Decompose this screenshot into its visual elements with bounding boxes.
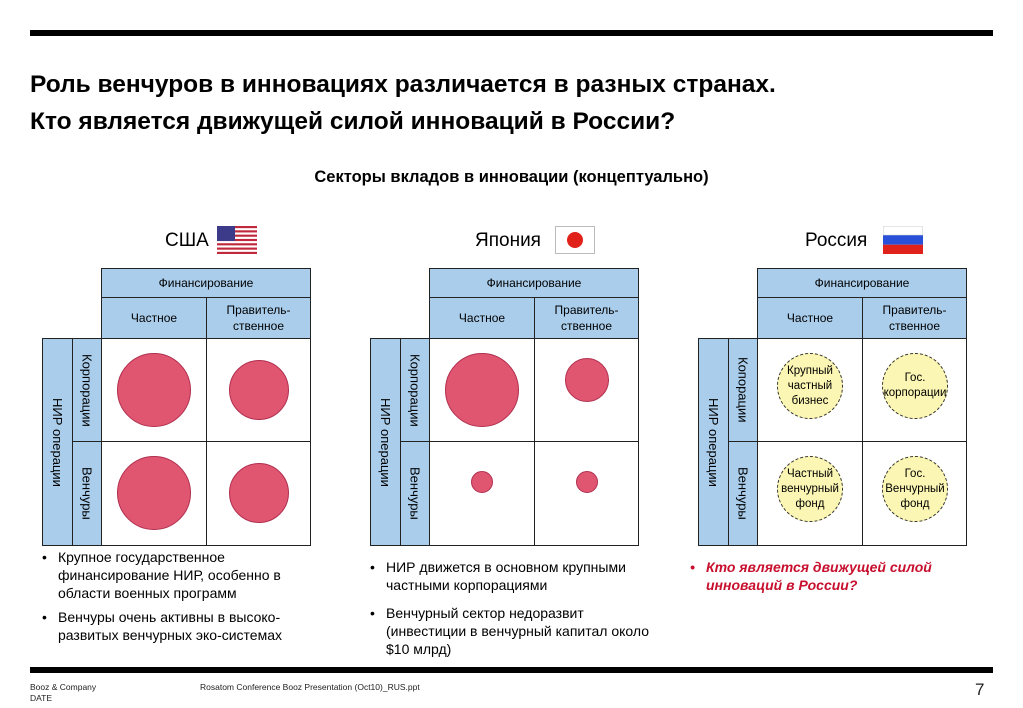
rd-ops-label: НИР операции (42, 338, 73, 546)
bottom-rule (30, 667, 993, 673)
company-name: Booz & Company (30, 682, 97, 692)
bullet-item: Крупное государственное финансирование Н… (38, 548, 328, 602)
bubble-venture-private (117, 456, 191, 530)
matrix-cell-venture-gov (534, 441, 639, 546)
bullet-item: Венчурный сектор недоразвит (инвестиции … (366, 604, 656, 658)
private-header: Частное (429, 297, 535, 339)
matrix-cell-venture-private (429, 441, 535, 546)
footer-date: DATE (30, 693, 53, 703)
rd-ops-label: НИР операции (370, 338, 401, 546)
ventures-label: Венчуры (72, 441, 102, 546)
bullet-list: НИР движется в основном крупными частным… (366, 558, 656, 664)
top-rule (30, 30, 993, 36)
ventures-text: Венчуры (407, 467, 423, 520)
bullet-list: Кто является движущей силой инноваций в … (686, 558, 956, 600)
footer-file: Rosatom Conference Booz Presentation (Oc… (200, 682, 420, 692)
bubble-venture-gov (229, 463, 289, 523)
funding-header: Финансирование (429, 268, 639, 298)
ventures-text: Венчуры (79, 467, 95, 520)
bullet-item: Венчуры очень активны в высоко-развитых … (38, 608, 328, 644)
title-line-1: Роль венчуров в инновациях различается в… (30, 71, 776, 98)
bubble-corp-gov: Гос. корпорации (882, 353, 948, 419)
slide-subtitle: Секторы вкладов в инновации (концептуаль… (314, 168, 709, 186)
bullet-item: НИР движется в основном крупными частным… (366, 558, 656, 594)
funding-header: Финансирование (757, 268, 967, 298)
bullet-list: Крупное государственное финансирование Н… (38, 548, 328, 650)
corporations-text: Копорации (735, 357, 751, 423)
footer-company: Booz & Company DATE (30, 682, 96, 704)
corporations-text: Корпорации (407, 353, 423, 427)
corporations-label: Корпорации (72, 338, 102, 442)
corporations-text: Корпорации (79, 353, 95, 427)
page-number: 7 (975, 680, 985, 699)
rd-ops-text: НИР операции (378, 397, 393, 487)
rd-ops-text: НИР операции (706, 397, 721, 487)
bubble-corp-gov (229, 360, 289, 420)
private-header: Частное (757, 297, 863, 339)
bubble-venture-gov (576, 471, 598, 493)
russia-flag-icon (882, 225, 924, 254)
bullet-item: Кто является движущей силой инноваций в … (686, 558, 956, 594)
bubble-venture-gov: Гос. Венчурный фонд (882, 456, 948, 522)
bubble-corp-private (117, 353, 191, 427)
country-name: США (165, 230, 209, 251)
bubble-corp-gov (565, 358, 609, 402)
bubble-corp-private (445, 353, 519, 427)
rd-ops-text: НИР операции (50, 397, 65, 487)
corporations-label: Копорации (728, 338, 758, 442)
government-header: Правитель-ственное (534, 297, 639, 339)
private-header: Частное (101, 297, 207, 339)
government-header: Правитель-ственное (206, 297, 311, 339)
ventures-text: Венчуры (735, 467, 751, 520)
bubble-venture-private: Частный венчурный фонд (777, 456, 843, 522)
corporations-label: Корпорации (400, 338, 430, 442)
funding-header: Финансирование (101, 268, 311, 298)
japan-flag-icon (555, 226, 595, 254)
country-name: Россия (805, 230, 868, 251)
country-name: Япония (475, 230, 541, 251)
bubble-corp-private: Крупный частный бизнес (777, 353, 843, 419)
ventures-label: Венчуры (400, 441, 430, 546)
bubble-venture-private (471, 471, 493, 493)
us-flag-icon (217, 226, 257, 254)
government-header: Правитель-ственное (862, 297, 967, 339)
title-line-2: Кто является движущей силой инноваций в … (30, 108, 676, 135)
ventures-label: Венчуры (728, 441, 758, 546)
slide-title: Роль венчуров в инновациях различается в… (30, 66, 776, 140)
rd-ops-label: НИР операции (698, 338, 729, 546)
